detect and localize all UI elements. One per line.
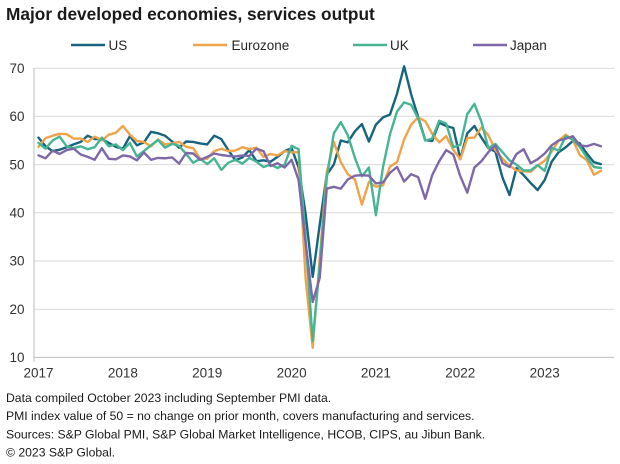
svg-text:2019: 2019 <box>192 366 222 381</box>
svg-text:2021: 2021 <box>361 366 391 381</box>
svg-text:30: 30 <box>9 254 24 269</box>
svg-text:10: 10 <box>9 350 24 365</box>
svg-text:60: 60 <box>9 109 24 124</box>
svg-text:50: 50 <box>9 157 24 172</box>
svg-text:Data compiled October 2023 inc: Data compiled October 2023 including Sep… <box>6 391 331 405</box>
svg-text:2020: 2020 <box>277 366 307 381</box>
svg-text:Eurozone: Eurozone <box>232 38 290 53</box>
svg-text:2022: 2022 <box>445 366 475 381</box>
svg-text:2018: 2018 <box>108 366 138 381</box>
svg-text:Japan: Japan <box>510 38 547 53</box>
svg-text:US: US <box>109 38 128 53</box>
svg-text:© 2023 S&P Global.: © 2023 S&P Global. <box>6 446 115 460</box>
svg-text:Sources: S&P Global PMI, S&P G: Sources: S&P Global PMI, S&P Global Mark… <box>6 427 485 441</box>
svg-text:20: 20 <box>9 302 24 317</box>
svg-text:2017: 2017 <box>23 366 53 381</box>
svg-text:Major developed economies, ser: Major developed economies, services outp… <box>6 4 375 24</box>
svg-text:UK: UK <box>390 38 409 53</box>
svg-text:2023: 2023 <box>530 366 560 381</box>
svg-text:40: 40 <box>9 206 24 221</box>
svg-text:PMI index value of 50 = no cha: PMI index value of 50 = no change on pri… <box>6 409 474 423</box>
svg-text:70: 70 <box>9 61 24 76</box>
